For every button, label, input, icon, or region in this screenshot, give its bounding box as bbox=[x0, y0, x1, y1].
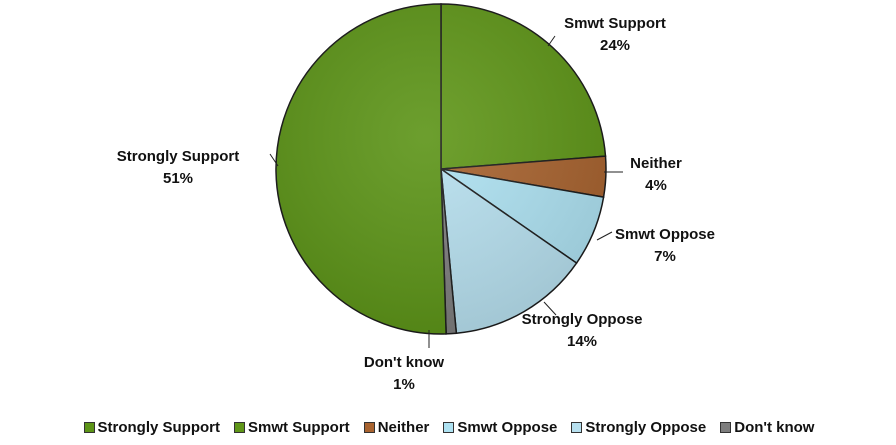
slice-value-neither: 4% bbox=[645, 177, 667, 194]
legend-swatch bbox=[720, 421, 732, 433]
legend-swatch bbox=[83, 421, 95, 433]
leader-line-smwt-oppose bbox=[596, 231, 613, 241]
legend-item-smwt-support: Smwt Support bbox=[234, 419, 350, 436]
leader-line-strongly-oppose bbox=[543, 301, 557, 316]
chart-legend: Strongly Support Smwt Support Neither Smwt … bbox=[6, 414, 892, 440]
slice-value-don-t-know: 1% bbox=[393, 376, 415, 393]
pie-slices bbox=[275, 3, 607, 335]
legend-label: Don't know bbox=[734, 418, 815, 436]
slice-value-strongly-support: 51% bbox=[163, 170, 193, 187]
slice-value-strongly-oppose: 14% bbox=[567, 333, 597, 350]
legend-item-smwt-oppose: Smwt Oppose bbox=[443, 419, 557, 436]
legend-label: Neither bbox=[377, 418, 430, 436]
legend-swatch bbox=[571, 421, 583, 433]
legend-item-don-t-know: Don't know bbox=[720, 419, 814, 436]
legend-label: Smwt Oppose bbox=[457, 418, 558, 436]
legend-swatch bbox=[363, 421, 375, 433]
legend-label: Smwt Support bbox=[248, 418, 350, 436]
slice-label-smwt-oppose: Smwt Oppose bbox=[615, 226, 715, 243]
slice-label-smwt-support: Smwt Support bbox=[564, 15, 666, 32]
legend-item-strongly-support: Strongly Support bbox=[83, 418, 221, 436]
legend-swatch bbox=[234, 421, 246, 433]
slice-label-strongly-oppose: Strongly Oppose bbox=[522, 311, 643, 328]
slice-label-strongly-support: Strongly Support bbox=[117, 148, 240, 165]
slice-value-smwt-oppose: 7% bbox=[654, 248, 676, 265]
legend-label: Strongly Support bbox=[97, 418, 221, 436]
pie-slice-strongly-support bbox=[275, 3, 447, 335]
slice-value-smwt-support: 24% bbox=[600, 37, 630, 54]
legend-item-neither: Neither bbox=[363, 418, 430, 436]
legend-item-strongly-oppose: Strongly Oppose bbox=[571, 419, 706, 436]
slice-label-don-t-know: Don't know bbox=[364, 354, 445, 371]
leader-line-strongly-support bbox=[269, 153, 279, 167]
pie-chart-svg: Smwt Support 24% Neither 4% Smwt Oppose 7% Str… bbox=[117, 3, 715, 393]
slice-labels: Smwt Support 24% Neither 4% Smwt Oppose 7% Str… bbox=[117, 15, 715, 393]
legend-swatch bbox=[443, 421, 455, 433]
leader-lines bbox=[269, 35, 623, 348]
leader-line-smwt-support bbox=[547, 35, 556, 47]
legend-label: Strongly Oppose bbox=[585, 418, 707, 436]
slice-label-neither: Neither bbox=[630, 155, 682, 172]
